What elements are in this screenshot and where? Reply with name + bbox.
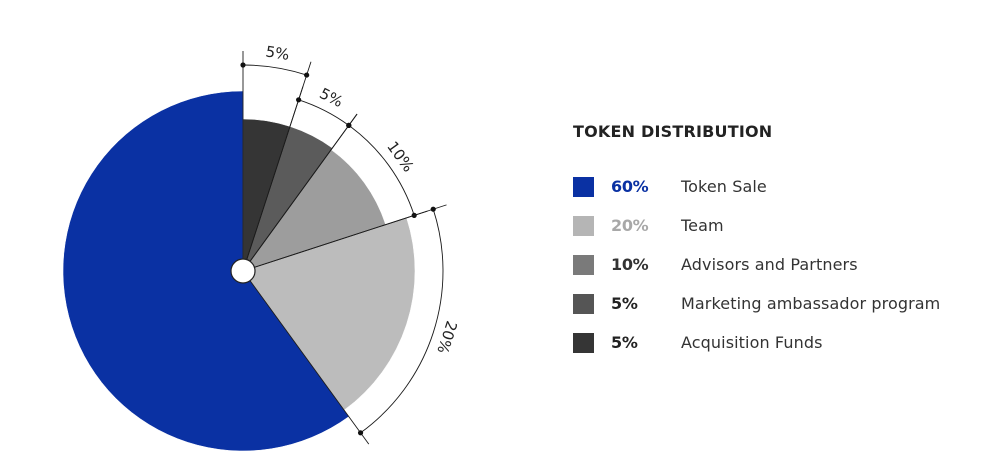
dim-marketing-ambassador-program-arc <box>298 99 350 126</box>
legend: TOKEN DISTRIBUTION 60% Token Sale 20% Team 1… <box>573 122 983 372</box>
dim-marketing-ambassador-program-extension-start <box>242 86 304 272</box>
legend-percentage: 10% <box>611 255 649 274</box>
legend-label: Acquisition Funds <box>681 333 823 352</box>
legend-percentage: 5% <box>611 333 638 352</box>
dim-advisors-and-partners-extension-start <box>242 113 358 272</box>
legend-items: 60% Token Sale 20% Team 10% Advisors and Part… <box>573 177 983 372</box>
pie-slice-advisors-and-partners <box>242 149 386 272</box>
legend-percentage: 20% <box>611 216 649 235</box>
legend-swatch <box>573 216 594 236</box>
legend-swatch <box>573 255 594 275</box>
dim-advisors-and-partners-tick-start <box>346 122 352 128</box>
dim-acquisition-funds-label: 5% <box>264 42 290 64</box>
legend-item: 10% Advisors and Partners <box>573 255 983 294</box>
legend-percentage: 5% <box>611 294 638 313</box>
chart-title: TOKEN DISTRIBUTION <box>573 122 773 141</box>
dim-acquisition-funds-arc <box>242 64 307 76</box>
legend-item: 5% Acquisition Funds <box>573 333 983 372</box>
dim-team-tick-end <box>357 430 364 436</box>
dim-acquisition-funds-tick-end <box>304 72 310 78</box>
legend-label: Team <box>681 216 724 235</box>
dim-advisors-and-partners-arc <box>348 125 415 216</box>
dim-team-extension-end <box>242 270 370 445</box>
legend-item: 60% Token Sale <box>573 177 983 216</box>
legend-item: 5% Marketing ambassador program <box>573 294 983 333</box>
dim-marketing-ambassador-program-label: 5% <box>317 84 346 111</box>
legend-swatch <box>573 177 594 197</box>
dim-advisors-and-partners-label: 10% <box>383 138 417 176</box>
legend-label: Marketing ambassador program <box>681 294 941 313</box>
legend-label: Advisors and Partners <box>681 255 858 274</box>
legend-item: 20% Team <box>573 216 983 255</box>
legend-label: Token Sale <box>681 177 767 196</box>
legend-percentage: 60% <box>611 177 649 196</box>
legend-swatch <box>573 294 594 314</box>
dim-team-label: 20% <box>433 319 460 356</box>
dim-team-arc <box>360 209 444 434</box>
dim-team-tick-start <box>430 206 436 212</box>
pie-slice-token-sale <box>62 90 350 452</box>
pie-slices <box>62 90 416 452</box>
center-hole <box>230 258 256 284</box>
legend-swatch <box>573 333 594 353</box>
dim-team-extension-start <box>242 204 447 272</box>
pie-slice-team <box>242 217 416 411</box>
dim-marketing-ambassador-program-tick-start <box>296 97 302 103</box>
dim-acquisition-funds-tick-start <box>240 62 246 68</box>
